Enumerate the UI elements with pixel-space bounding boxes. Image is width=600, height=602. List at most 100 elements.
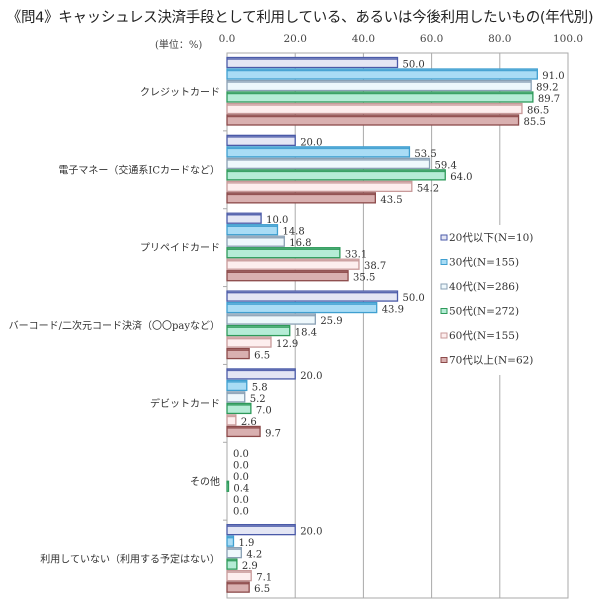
x-tick-label: 60.0 bbox=[420, 33, 443, 45]
bar bbox=[226, 68, 538, 80]
value-label: 20.0 bbox=[300, 137, 322, 148]
value-label: 85.5 bbox=[524, 117, 546, 128]
x-tick-label: 40.0 bbox=[352, 33, 375, 45]
legend-swatch bbox=[440, 308, 448, 314]
value-label: 0.0 bbox=[233, 472, 249, 483]
value-label: 7.1 bbox=[256, 573, 272, 584]
value-label: 12.9 bbox=[276, 339, 298, 350]
value-label: 1.9 bbox=[238, 538, 254, 549]
bar bbox=[226, 192, 376, 204]
value-label: 7.0 bbox=[256, 405, 272, 416]
bar bbox=[226, 324, 291, 337]
unit-label: (単位：%) bbox=[155, 40, 203, 51]
value-label: 54.2 bbox=[417, 183, 439, 194]
value-label: 43.5 bbox=[380, 195, 402, 206]
value-label: 89.2 bbox=[536, 83, 558, 94]
legend-label: 20代以下(N=10) bbox=[449, 232, 533, 244]
value-label: 10.0 bbox=[266, 215, 288, 226]
value-label: 0.0 bbox=[233, 460, 249, 471]
bar bbox=[226, 546, 242, 559]
value-label: 2.6 bbox=[241, 417, 257, 428]
bar bbox=[226, 569, 252, 582]
legend-swatch bbox=[440, 283, 448, 290]
x-tick-label: 80.0 bbox=[488, 33, 511, 45]
legend-box bbox=[433, 225, 567, 375]
category-label: プリペイドカード bbox=[140, 242, 220, 254]
bar bbox=[226, 102, 523, 115]
value-label: 64.0 bbox=[450, 172, 472, 183]
category-label: 電子マネー（交通系ICカードなど） bbox=[58, 163, 220, 176]
bar bbox=[226, 91, 534, 103]
axes: 0.0 20.0 40.0 60.0 80.0 100.0 クレジットカード電子マネー（交通… bbox=[9, 33, 583, 566]
bar bbox=[226, 157, 431, 170]
bar bbox=[226, 523, 296, 536]
bar bbox=[226, 169, 446, 181]
category-label: デビットカード bbox=[150, 397, 220, 410]
value-label: 53.5 bbox=[414, 149, 436, 160]
legend-label: 70代以上(N=62) bbox=[449, 355, 533, 367]
value-label: 0.0 bbox=[233, 449, 249, 460]
bar bbox=[226, 368, 296, 380]
bar bbox=[226, 313, 316, 325]
category-label: その他 bbox=[190, 475, 220, 488]
bar bbox=[226, 425, 261, 438]
value-label: 6.5 bbox=[254, 351, 270, 362]
value-label: 9.7 bbox=[265, 428, 281, 439]
legend-label: 30代(N=155) bbox=[449, 257, 519, 269]
bar bbox=[226, 56, 399, 69]
legend-swatch bbox=[440, 234, 448, 241]
bar bbox=[226, 270, 349, 282]
legend-swatch bbox=[440, 332, 448, 339]
value-label: 89.7 bbox=[538, 94, 560, 105]
value-labels: 50.0 91.089.289.786.585.5 20.0 53.559.464.0… bbox=[233, 60, 565, 596]
value-label: 50.0 bbox=[403, 60, 425, 71]
bar bbox=[226, 258, 360, 270]
legend-label: 60代(N=155) bbox=[449, 330, 519, 342]
value-label: 0.4 bbox=[233, 483, 249, 494]
x-tick-label: 20.0 bbox=[284, 33, 307, 45]
bar bbox=[226, 391, 246, 403]
value-label: 0.0 bbox=[233, 506, 249, 517]
value-label: 4.2 bbox=[246, 550, 262, 561]
value-label: 20.0 bbox=[300, 527, 322, 538]
value-label: 50.0 bbox=[403, 293, 425, 304]
bar bbox=[226, 212, 262, 224]
value-label: 5.8 bbox=[252, 382, 268, 393]
value-label: 33.1 bbox=[345, 250, 367, 261]
bar bbox=[226, 134, 296, 147]
bar bbox=[226, 235, 285, 247]
value-label: 2.9 bbox=[242, 561, 258, 572]
value-label: 86.5 bbox=[527, 106, 549, 117]
legend-label: 50代(N=272) bbox=[449, 306, 519, 318]
bar bbox=[226, 414, 237, 426]
bar bbox=[226, 79, 532, 92]
bar bbox=[226, 290, 399, 302]
x-tick-label: 100.0 bbox=[553, 33, 583, 45]
bar bbox=[226, 347, 250, 360]
value-label: 14.8 bbox=[282, 227, 304, 238]
legend-label: 40代(N=286) bbox=[449, 281, 519, 293]
value-label: 59.4 bbox=[435, 160, 457, 171]
bar bbox=[226, 402, 252, 415]
bar bbox=[226, 146, 411, 158]
legend: 20代以下(N=10) 30代(N=155) 40代(N=286) 50代(N=272… bbox=[433, 225, 567, 375]
bars bbox=[226, 56, 538, 593]
value-label: 6.5 bbox=[254, 584, 270, 595]
bar bbox=[226, 336, 272, 348]
value-label: 25.9 bbox=[320, 316, 342, 327]
value-label: 0.0 bbox=[233, 495, 249, 506]
bar bbox=[226, 558, 238, 570]
bar bbox=[226, 480, 230, 492]
value-label: 18.4 bbox=[295, 328, 317, 339]
value-label: 20.0 bbox=[300, 371, 322, 382]
value-label: 91.0 bbox=[542, 71, 564, 82]
bar bbox=[226, 180, 413, 193]
bar bbox=[226, 301, 378, 314]
legend-swatch bbox=[440, 259, 448, 265]
bar bbox=[226, 379, 248, 392]
bar bbox=[226, 581, 250, 593]
category-label: クレジットカード bbox=[140, 87, 220, 99]
bar bbox=[226, 114, 520, 126]
chart-title: 《問4》キャッシュレス決済手段として利用している、あるいは今後利用したいもの(年… bbox=[6, 10, 594, 26]
